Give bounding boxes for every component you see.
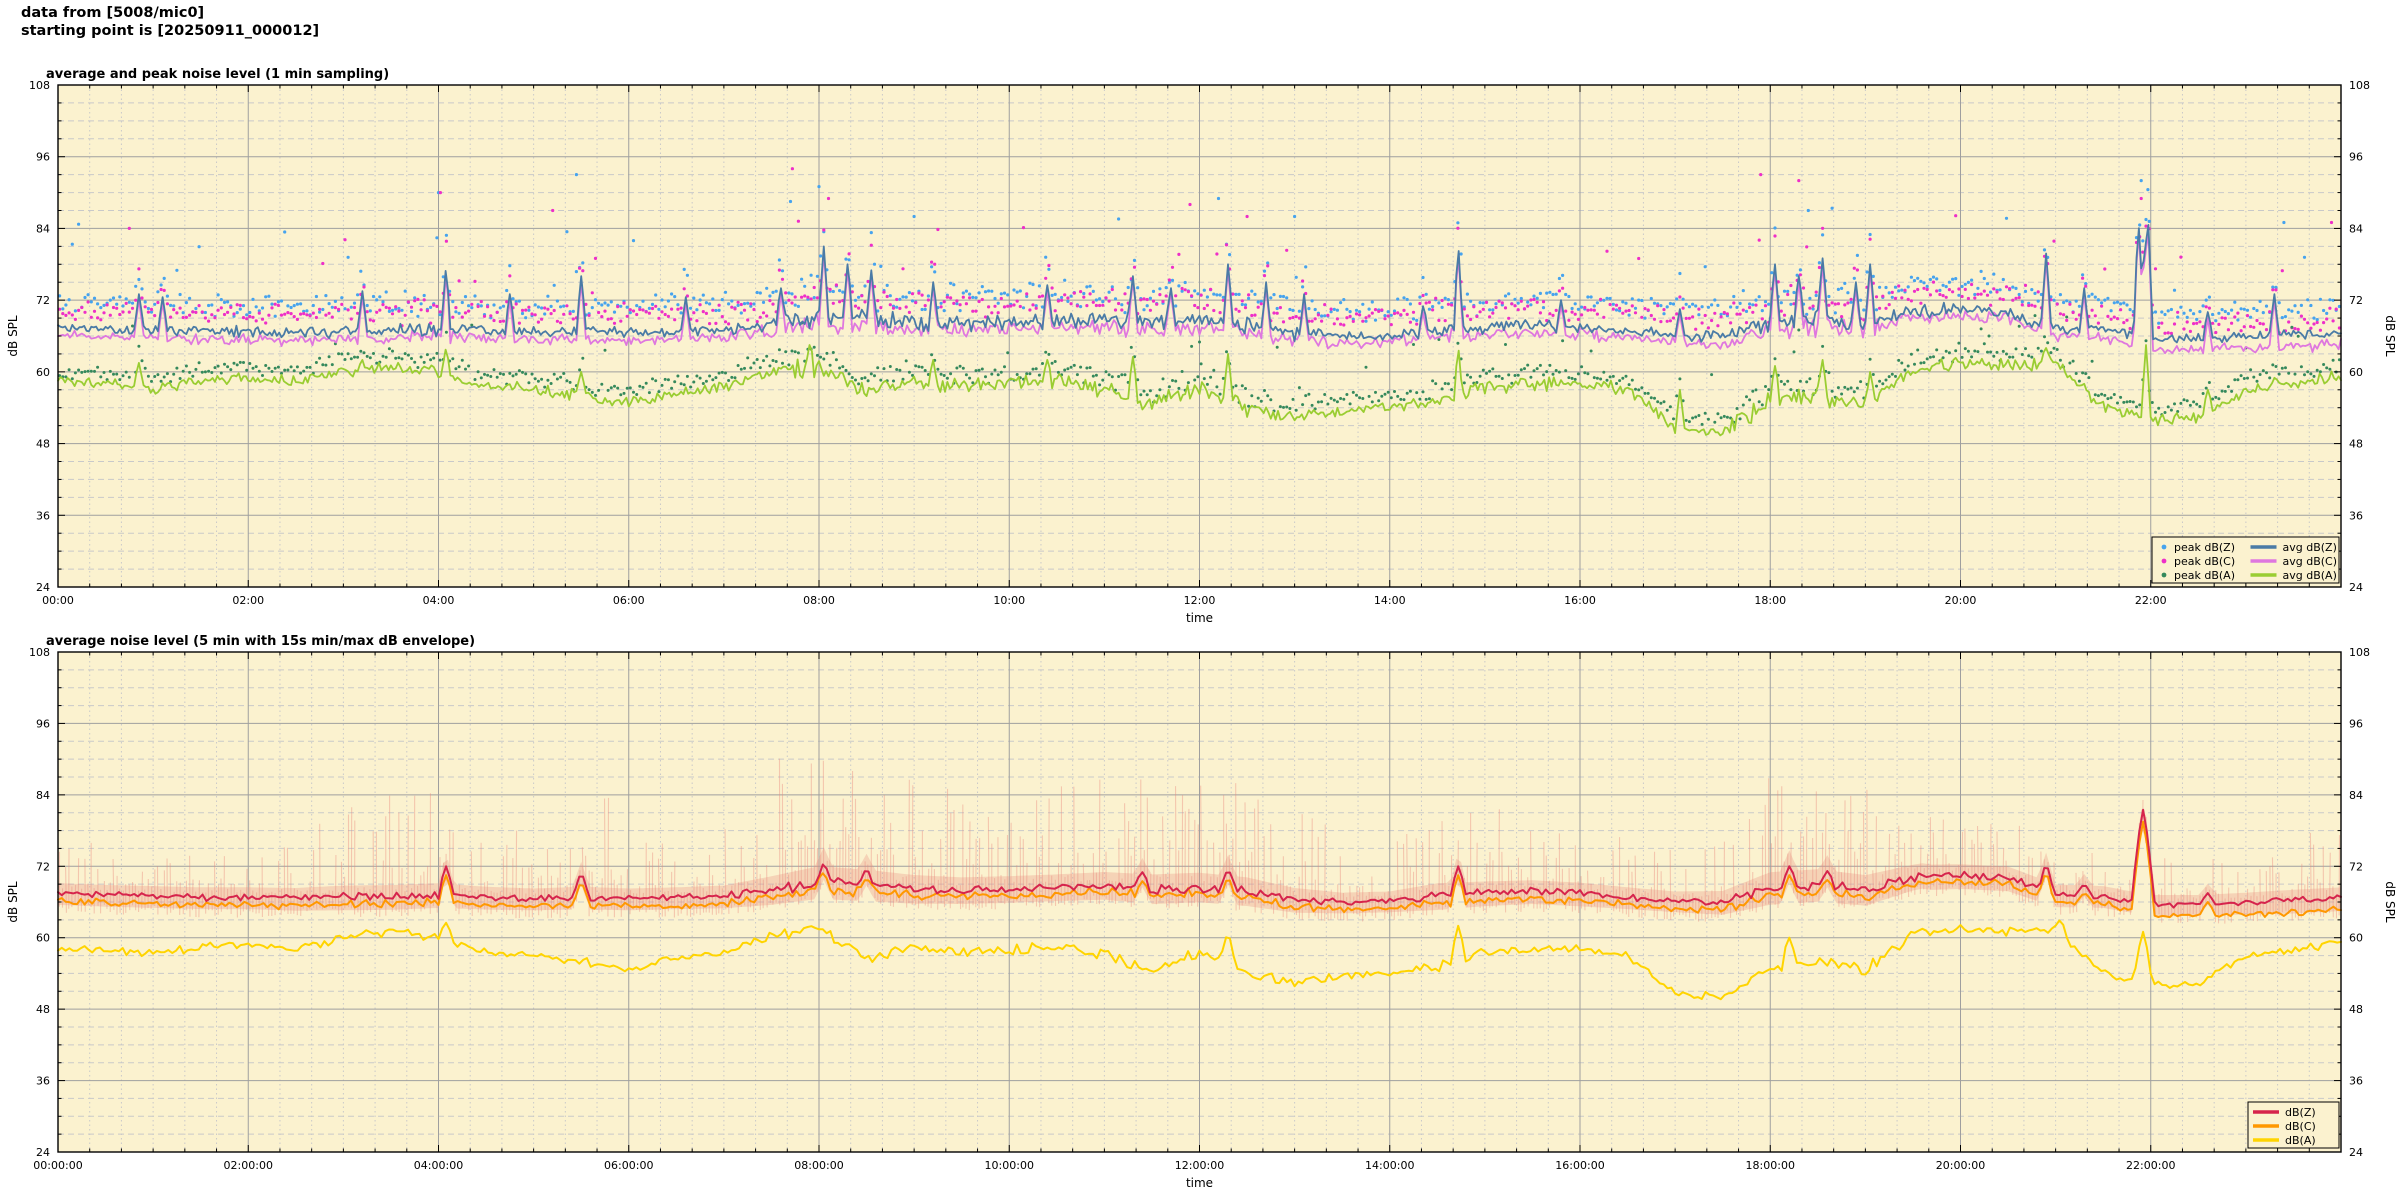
y-tick-label: 24	[36, 581, 50, 594]
x-tick-label: 20:00	[1945, 594, 1977, 607]
series-c	[57, 820, 2342, 919]
y2-tick-label: 36	[2349, 509, 2363, 522]
chart-top: 24 24 36 36 48 48 60 60 72 72 84 84 96 96 108 108 00:00 0…	[6, 67, 2397, 625]
legend-label: peak dB(Z)	[2174, 541, 2235, 554]
x-tick-label: 18:00	[1754, 594, 1786, 607]
x-tick-label: 16:00	[1564, 594, 1596, 607]
legend-marker-peakA	[2161, 572, 2167, 578]
series-peakC	[58, 167, 2341, 335]
y2-tick-label: 72	[2349, 860, 2363, 873]
y-tick-label: 72	[36, 294, 50, 307]
legend-label: avg dB(C)	[2283, 555, 2338, 568]
legend-marker-peakZ	[2161, 544, 2167, 550]
x-axis-label: time	[1186, 1176, 1213, 1190]
y-tick-label: 72	[36, 860, 50, 873]
x-tick-label: 12:00:00	[1175, 1159, 1224, 1172]
y2-tick-label: 60	[2349, 932, 2363, 945]
y2-tick-label: 24	[2349, 581, 2363, 594]
legend-label: dB(A)	[2285, 1134, 2316, 1147]
tick-marks	[57, 84, 2342, 588]
x-tick-label: 04:00	[423, 594, 455, 607]
series-avgA	[57, 344, 2342, 437]
y2-tick-label: 48	[2349, 438, 2363, 451]
y-axis-label: dB SPL	[6, 881, 20, 923]
y-tick-label: 48	[36, 1003, 50, 1016]
tick-marks	[57, 651, 2342, 1153]
series-avgC	[57, 231, 2342, 355]
x-tick-label: 20:00:00	[1936, 1159, 1985, 1172]
y-tick-label: 48	[36, 438, 50, 451]
x-tick-label: 00:00	[42, 594, 74, 607]
y-tick-label: 108	[29, 646, 50, 659]
y-tick-label: 108	[29, 79, 50, 92]
y2-axis-label: dB SPL	[2383, 881, 2397, 923]
legend-marker-peakC	[2161, 558, 2167, 564]
y-tick-label: 36	[36, 1075, 50, 1088]
y2-tick-label: 24	[2349, 1146, 2363, 1159]
legend: dB(Z)dB(C)dB(A)	[2247, 1101, 2340, 1149]
x-tick-label: 16:00:00	[1555, 1159, 1604, 1172]
legend-label: peak dB(C)	[2174, 555, 2235, 568]
y2-tick-label: 96	[2349, 151, 2363, 164]
legend-label: avg dB(A)	[2283, 569, 2337, 582]
legend-label: peak dB(A)	[2174, 569, 2235, 582]
legend-label: dB(C)	[2285, 1120, 2316, 1133]
y2-tick-label: 84	[2349, 222, 2363, 235]
y-tick-label: 96	[36, 151, 50, 164]
x-tick-label: 22:00:00	[2126, 1159, 2175, 1172]
y2-tick-label: 36	[2349, 1075, 2363, 1088]
x-tick-label: 14:00:00	[1365, 1159, 1414, 1172]
x-tick-label: 18:00:00	[1746, 1159, 1795, 1172]
y-tick-label: 84	[36, 789, 50, 802]
y-tick-label: 36	[36, 509, 50, 522]
x-tick-label: 08:00:00	[794, 1159, 843, 1172]
y2-tick-label: 108	[2349, 646, 2370, 659]
header-line-1: data from [5008/mic0]	[21, 5, 205, 21]
y-tick-label: 96	[36, 717, 50, 730]
legend-label: avg dB(Z)	[2283, 541, 2337, 554]
x-tick-label: 10:00	[993, 594, 1025, 607]
grid-major	[58, 85, 2341, 587]
legend: peak dB(Z)peak dB(C)peak dB(A)avg dB(Z)a…	[2151, 536, 2340, 584]
x-axis-label: time	[1186, 611, 1213, 625]
chart-title: average and peak noise level (1 min samp…	[46, 67, 389, 82]
x-tick-label: 06:00	[613, 594, 645, 607]
y2-tick-label: 96	[2349, 717, 2363, 730]
x-tick-label: 06:00:00	[604, 1159, 653, 1172]
x-tick-label: 04:00:00	[414, 1159, 463, 1172]
legend-box	[2151, 536, 2340, 584]
y-tick-label: 60	[36, 932, 50, 945]
y-tick-label: 60	[36, 366, 50, 379]
series-a	[57, 919, 2342, 1001]
x-tick-label: 00:00:00	[33, 1159, 82, 1172]
y2-tick-label: 84	[2349, 789, 2363, 802]
legend-label: dB(Z)	[2285, 1106, 2316, 1119]
y-tick-label: 84	[36, 222, 50, 235]
x-tick-label: 14:00	[1374, 594, 1406, 607]
chart-title: average noise level (5 min with 15s min/…	[46, 634, 475, 649]
series-avgZ	[57, 224, 2342, 344]
x-tick-label: 12:00	[1184, 594, 1216, 607]
y-axis-label: dB SPL	[6, 315, 20, 357]
series-z	[57, 808, 2342, 909]
header-line-2: starting point is [20250911_000012]	[21, 23, 320, 39]
chart-bottom: 24 24 36 36 48 48 60 60 72 72 84 84 96 96 108 108 00:00:…	[6, 634, 2397, 1190]
y2-tick-label: 60	[2349, 366, 2363, 379]
y2-tick-label: 72	[2349, 294, 2363, 307]
y2-tick-label: 108	[2349, 79, 2370, 92]
y-tick-label: 24	[36, 1146, 50, 1159]
x-tick-label: 10:00:00	[985, 1159, 1034, 1172]
y2-axis-label: dB SPL	[2383, 315, 2397, 357]
x-tick-label: 22:00	[2135, 594, 2167, 607]
x-tick-label: 02:00	[232, 594, 264, 607]
y2-tick-label: 48	[2349, 1003, 2363, 1016]
x-tick-label: 08:00	[803, 594, 835, 607]
x-tick-label: 02:00:00	[224, 1159, 273, 1172]
